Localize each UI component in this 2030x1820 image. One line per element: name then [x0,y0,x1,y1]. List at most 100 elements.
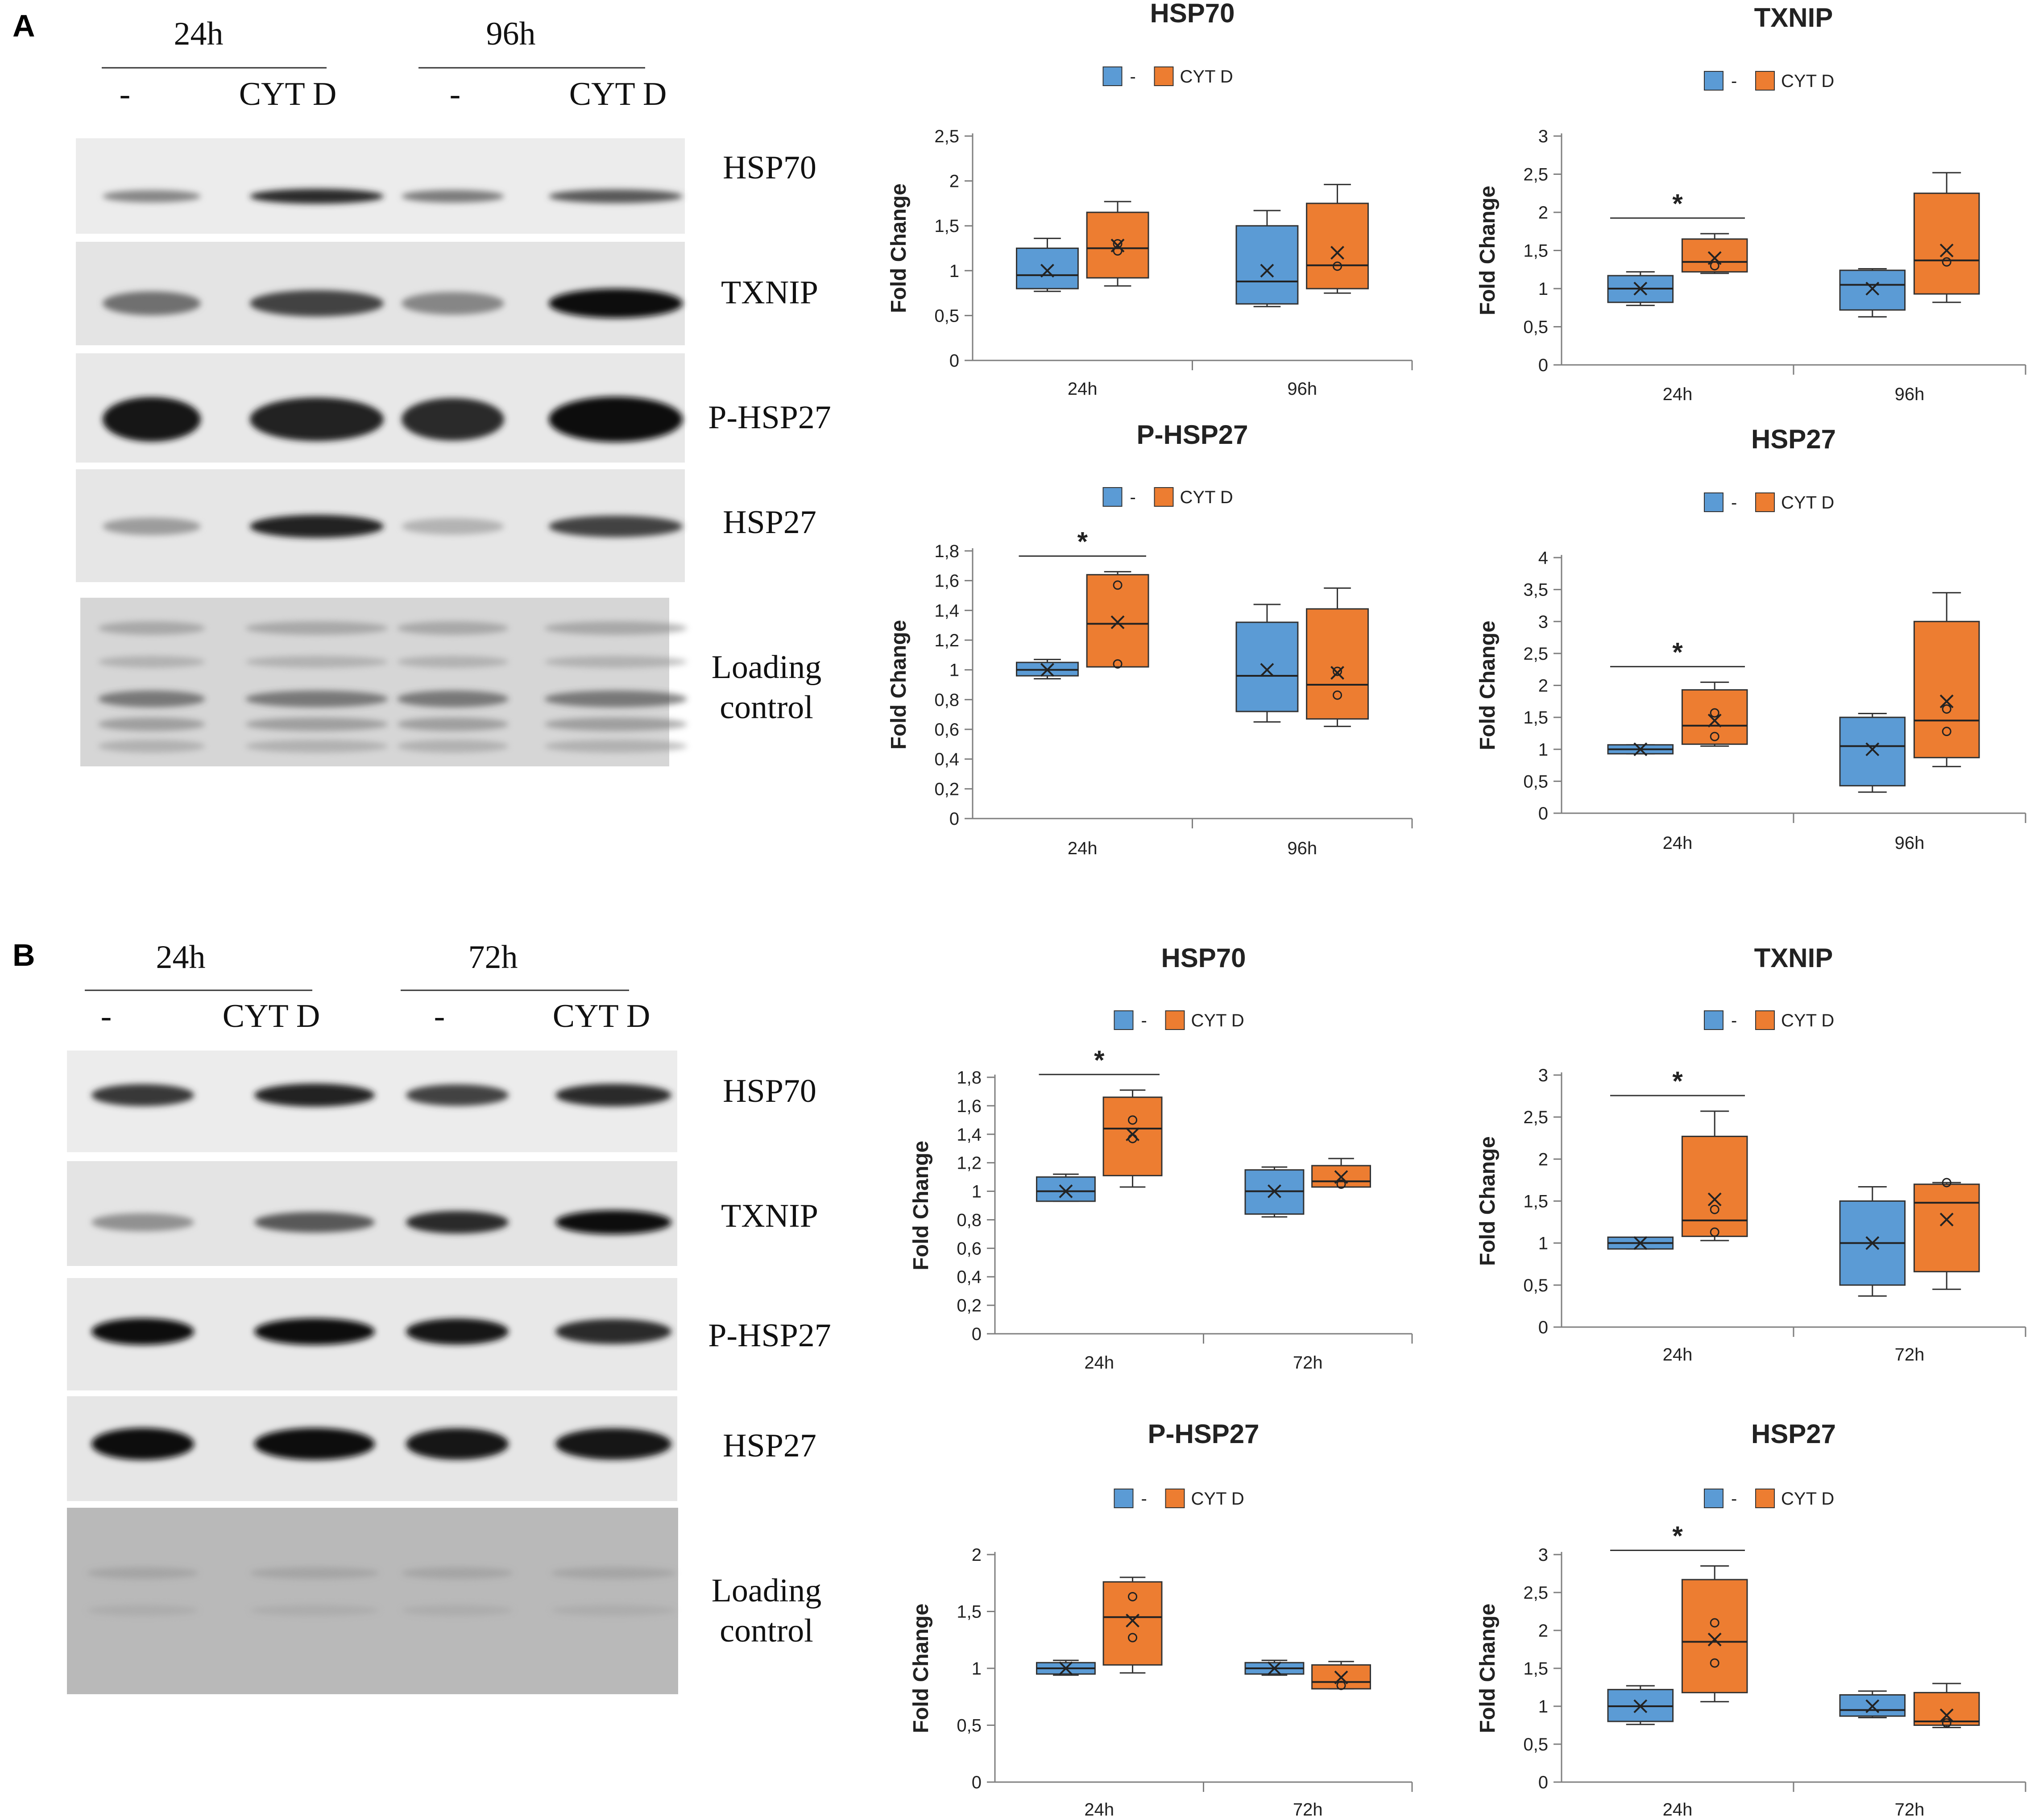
chart-8: HSP27 - CYT D 0 0,5 1 1,5 2 2,5 3 Fold Change 24h 72… [1476,1419,2026,1820]
box-iqr [1913,1692,1980,1726]
box-iqr [1102,1581,1163,1666]
chart-2: TXNIP - CYT D 0 0,5 1 1,5 2 2,5 3 Fold Change 24h 96… [1476,3,2026,404]
box-control [1016,658,1079,680]
chart-title: HSP70 [1161,943,1246,973]
box-mean-marker [1110,615,1125,629]
y-tick-label: 1,6 [957,1096,982,1116]
loading-control-band [397,717,509,731]
y-tick-label: 2,5 [1523,644,1548,664]
legend-label: CYT D [1781,493,1834,513]
legend-label: CYT D [1781,1011,1834,1030]
blot-band [406,1318,509,1345]
blot-band [549,189,683,203]
legend-swatch-treated [1154,487,1174,507]
blot-band [402,190,504,203]
x-category-label: 96h [1287,379,1317,399]
box-mean-marker [1268,1184,1281,1198]
y-tick-label: 0 [949,809,959,829]
box-treated [1681,1565,1748,1703]
y-tick-label: 0,6 [934,720,959,740]
box-mean-marker [1865,1699,1880,1713]
box-iqr [1839,716,1906,786]
y-tick-label: 1,4 [934,601,959,620]
box-outlier-point [1942,727,1951,736]
loading-control-band [98,740,205,753]
box-outlier-point [1113,580,1123,590]
box-mean-marker [1633,1236,1648,1250]
box-outlier-point [1128,1633,1138,1642]
y-tick-label: 1,5 [1523,1659,1548,1679]
legend-swatch-treated [1165,1010,1185,1030]
blot-lane-label: CYT D [223,998,320,1034]
box-treated [1913,1178,1980,1290]
box-mean-marker [1059,1184,1073,1198]
box-control [1607,271,1674,306]
box-mean-marker [1334,1170,1348,1184]
chart-7: P-HSP27 - CYT D 0 0,5 1 1,5 2 Fold Change 24h 72h [909,1419,1413,1820]
box-iqr [1681,1135,1748,1237]
chart-title: HSP27 [1751,424,1836,454]
legend-swatch-control [1102,66,1123,86]
loading-control-band [98,656,205,668]
box-mean-marker [1040,264,1054,278]
y-tick-label: 2,5 [1523,1583,1548,1603]
y-tick-label: 2,5 [1523,1108,1548,1127]
loading-control-label: control [720,1613,813,1649]
x-category-label: 72h [1293,1800,1323,1820]
blot-band [555,1210,671,1234]
blot-band [549,289,683,318]
box-outlier-point [1336,1179,1346,1189]
y-tick-label: 1 [972,1182,982,1202]
box-control [1607,1685,1674,1725]
loading-control-band [402,1567,513,1579]
y-axis-label: Fold Change [909,1141,933,1270]
box-mean-marker [1939,244,1954,257]
y-tick-label: 0,2 [934,779,959,799]
y-tick-label: 0,6 [957,1239,982,1258]
y-axis-label: Fold Change [1476,620,1500,750]
blot-lane-label: - [120,76,131,112]
legend-swatch-control [1704,1489,1723,1508]
legend-label: - [1731,493,1737,513]
y-tick-label: 0,8 [957,1210,982,1230]
blot-band [91,1428,194,1460]
blot-strip [76,138,685,234]
blot-band [555,1084,671,1107]
box-treated [1913,172,1980,303]
box-mean-marker [1865,1236,1880,1250]
box-mean-marker [1126,1613,1139,1628]
loading-control-strip [67,1508,678,1694]
blot-band-label: HSP27 [723,1427,816,1464]
x-category-label: 72h [1895,1345,1925,1365]
loading-control-band [245,740,388,753]
y-tick-label: 1,6 [934,571,959,591]
y-tick-label: 0 [1538,1773,1548,1792]
chart-title: P-HSP27 [1148,1419,1259,1449]
box-control [1244,1659,1305,1676]
blot-band [549,397,683,442]
y-axis-label: Fold Change [887,620,911,750]
box-iqr [1306,608,1369,720]
y-tick-label: 2,5 [1523,165,1548,185]
y-tick-label: 1,5 [934,216,959,236]
chart-title: HSP27 [1751,1419,1836,1449]
box-iqr [1839,269,1906,311]
box-treated [1102,1576,1163,1674]
y-tick-label: 0,5 [1523,1735,1548,1754]
panel-letter: B [12,938,35,972]
box-iqr [1311,1664,1371,1690]
y-tick-label: 1 [1538,1234,1548,1253]
blot-band [406,1084,509,1106]
y-tick-label: 0 [1538,356,1548,375]
box-outlier-point [1128,1592,1138,1601]
box-mean-marker [1939,1212,1954,1227]
box-iqr [1913,620,1980,758]
box-mean-marker [1633,742,1648,757]
y-axis-label: Fold Change [909,1604,933,1733]
box-iqr [1086,574,1149,668]
chart-title: P-HSP27 [1136,420,1248,450]
blot-band [254,1318,375,1345]
box-mean-marker [1633,1699,1648,1713]
legend-label: CYT D [1191,1011,1244,1030]
